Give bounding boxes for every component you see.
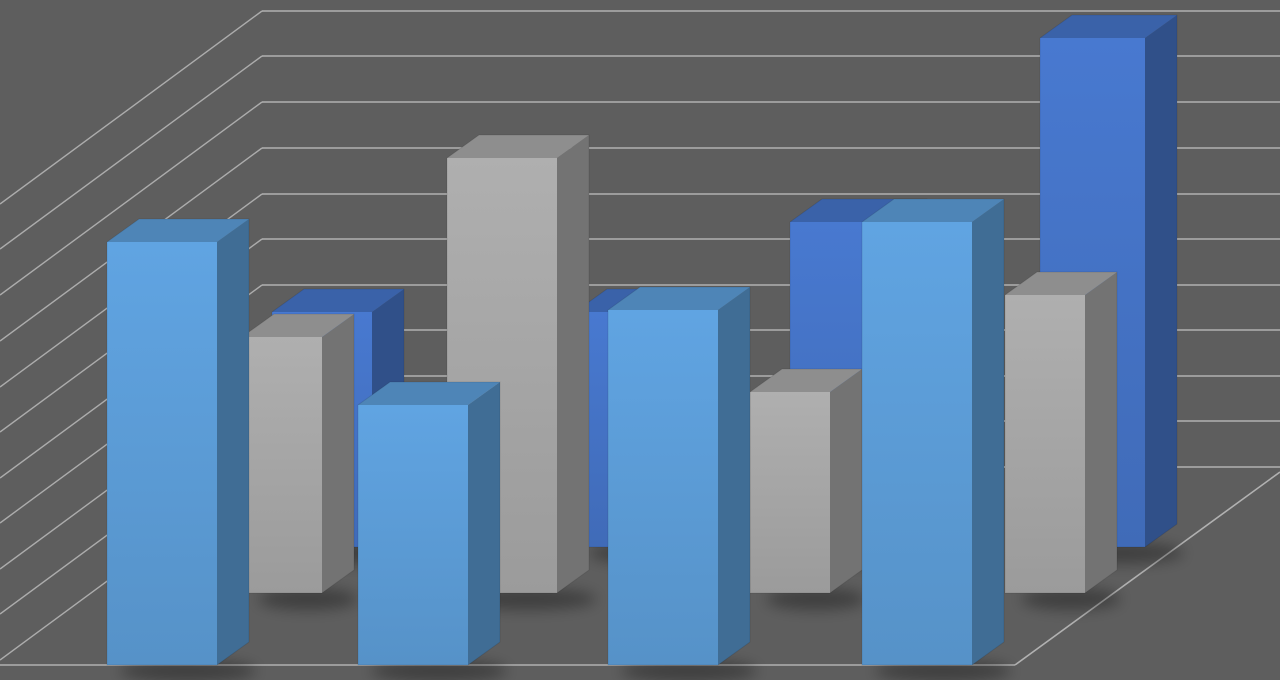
bar-side-face bbox=[830, 369, 862, 593]
bar-top-face bbox=[107, 219, 249, 242]
bar-front-face bbox=[750, 392, 830, 593]
bar-side-face bbox=[972, 199, 1004, 665]
gridline-diag-2 bbox=[0, 101, 263, 296]
bar-side-face bbox=[1145, 15, 1177, 547]
gridline-diag-0 bbox=[0, 10, 263, 205]
bar-shadow bbox=[1021, 588, 1121, 610]
bar-g1-s2[interactable] bbox=[241, 313, 358, 610]
bar-outline bbox=[446, 134, 590, 594]
bar-g3-s2[interactable] bbox=[749, 368, 866, 610]
bar-g4-s1[interactable] bbox=[861, 198, 1012, 680]
bar-side-face bbox=[322, 314, 354, 593]
bar-shadow bbox=[258, 588, 358, 610]
bar-side-face bbox=[557, 135, 589, 593]
bar-front-face bbox=[1005, 295, 1085, 593]
bar-top-face bbox=[750, 369, 862, 392]
bar-front-face bbox=[358, 405, 468, 665]
bar-shadow bbox=[370, 660, 508, 680]
bar-g4-s2[interactable] bbox=[1004, 271, 1121, 610]
bar-front-face bbox=[862, 222, 972, 665]
bar-side-face bbox=[217, 219, 249, 665]
bar-outline bbox=[861, 198, 1005, 666]
bar-top-face bbox=[1040, 15, 1177, 38]
bar-shadow bbox=[766, 588, 866, 610]
bar-outline bbox=[1004, 271, 1118, 594]
bar-top-face bbox=[862, 199, 1004, 222]
bar-outline bbox=[357, 381, 501, 666]
bar-shadow bbox=[119, 660, 257, 680]
bar-top-face bbox=[608, 287, 750, 310]
floor-right-edge bbox=[1014, 471, 1280, 666]
bar-front-face bbox=[107, 242, 217, 665]
bar-top-face bbox=[242, 314, 354, 337]
bar-top-face bbox=[447, 135, 589, 158]
bar-g2-s1[interactable] bbox=[357, 381, 508, 680]
bar-top-face bbox=[1005, 272, 1117, 295]
bar-outline bbox=[106, 218, 250, 666]
gridline-diag-1 bbox=[0, 55, 263, 250]
bar-side-face bbox=[1085, 272, 1117, 593]
bar-outline bbox=[607, 286, 751, 666]
bar-shadow bbox=[874, 660, 1012, 680]
bar-front-face bbox=[608, 310, 718, 665]
bar-top-face bbox=[358, 382, 500, 405]
bar-shadow bbox=[620, 660, 758, 680]
bar-side-face bbox=[468, 382, 500, 665]
bar-g3-s1[interactable] bbox=[607, 286, 758, 680]
bar-front-face bbox=[242, 337, 322, 593]
bar-outline bbox=[1039, 14, 1178, 548]
bar-side-face bbox=[718, 287, 750, 665]
bar-g1-s1[interactable] bbox=[106, 218, 257, 680]
bar-top-face bbox=[272, 289, 404, 312]
